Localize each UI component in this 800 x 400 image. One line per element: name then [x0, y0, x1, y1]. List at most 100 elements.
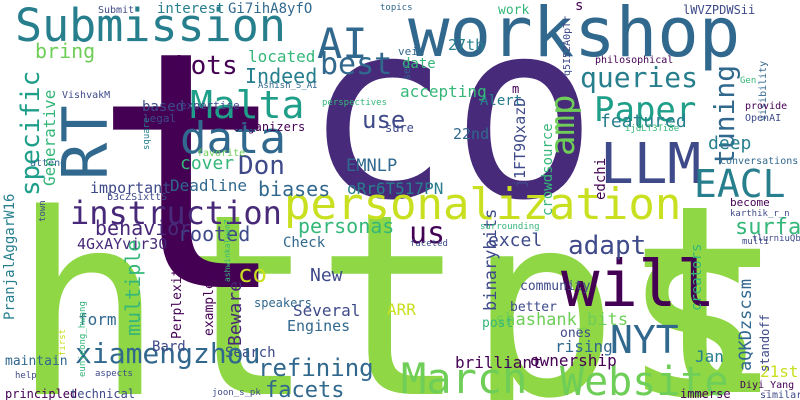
- word: provide: [745, 101, 787, 112]
- word: Several: [293, 301, 360, 320]
- word: featured: [600, 111, 687, 132]
- word: town: [38, 200, 48, 222]
- word: eunjeong_hwang: [78, 301, 88, 377]
- word: surrounding: [480, 222, 540, 232]
- word: located: [248, 47, 315, 66]
- word: expertise: [180, 99, 240, 112]
- word: co: [303, 0, 598, 254]
- word: technical: [70, 387, 135, 400]
- word: Alert: [480, 93, 522, 109]
- word: crowdsource: [540, 123, 556, 216]
- word: ones: [560, 326, 591, 341]
- word: personas: [298, 214, 394, 238]
- word: t: [628, 149, 786, 400]
- word: similar: [760, 390, 800, 400]
- word: help: [15, 371, 37, 381]
- word: biases: [258, 177, 330, 201]
- word: standoff: [758, 314, 772, 372]
- word: workshop: [408, 0, 740, 73]
- word: principled: [5, 387, 77, 400]
- word: 21st: [760, 362, 799, 381]
- word: interest: [157, 1, 224, 17]
- word: Search: [225, 345, 276, 361]
- word: Diyi_Yang: [740, 380, 794, 391]
- word: facets: [265, 378, 344, 400]
- word: s: [575, 0, 583, 14]
- word: Ashish_S_AI: [258, 81, 318, 91]
- word: shashank_bits: [495, 310, 628, 330]
- word: t: [92, 0, 291, 365]
- word: first: [58, 329, 68, 356]
- word: immerse: [680, 387, 731, 400]
- word: accepting: [400, 82, 487, 101]
- word: rising: [555, 337, 613, 356]
- word: important: [90, 179, 171, 197]
- word: Submission: [15, 0, 286, 52]
- word: Gen: [740, 76, 756, 86]
- word: legal: [143, 112, 176, 125]
- word: perspectives: [322, 98, 387, 108]
- word: b3cZSixttS: [107, 192, 167, 203]
- word: 22nd: [453, 125, 489, 143]
- word: VishvakM: [62, 90, 110, 101]
- word: Jan: [695, 347, 724, 366]
- word: PranjalAggarW16: [2, 194, 18, 320]
- word: cover: [180, 153, 234, 174]
- word: Malta: [190, 83, 304, 127]
- word: multiple: [121, 240, 145, 336]
- word: Paper: [594, 90, 696, 130]
- word: New: [310, 265, 343, 286]
- word: examples: [202, 273, 217, 336]
- word: surfa: [735, 215, 800, 240]
- word: philosophical: [595, 55, 673, 66]
- word: Website: [560, 359, 729, 400]
- word: EACL: [694, 162, 786, 206]
- word: faceted: [410, 239, 448, 249]
- word: ownership: [530, 351, 617, 370]
- word: visibility: [758, 61, 769, 121]
- word: xiamengzhou: [75, 337, 260, 370]
- word: deep: [708, 133, 751, 154]
- word: Deadline: [170, 176, 247, 195]
- word: karthik_r_n: [730, 209, 790, 219]
- word: amp: [543, 95, 583, 156]
- word: conversations: [720, 156, 798, 167]
- word: us: [409, 216, 445, 251]
- word: vein: [398, 45, 425, 58]
- word: become: [730, 196, 770, 209]
- word: form: [78, 310, 117, 329]
- word: speakers: [254, 296, 312, 310]
- word: set: [402, 62, 413, 80]
- word: queries: [580, 61, 698, 94]
- word: refining: [258, 354, 374, 382]
- word: Don: [238, 151, 285, 181]
- word: creators: [689, 244, 705, 311]
- word: Gi7ihA8yfO: [228, 1, 312, 17]
- word: tuning: [708, 65, 741, 166]
- word: co: [238, 260, 267, 288]
- word: favorite: [197, 148, 245, 159]
- word: https: [12, 161, 771, 400]
- word: NYT: [610, 318, 679, 362]
- word: Submit: [98, 5, 134, 16]
- word: behavior: [95, 216, 191, 240]
- word: data: [180, 113, 286, 164]
- word: instruction: [70, 194, 282, 232]
- word: rooted: [178, 222, 250, 246]
- word: lWVZPDWSii: [683, 3, 755, 17]
- word: aspects: [95, 369, 133, 379]
- word: March: [401, 354, 527, 400]
- word: joon_s_pk: [212, 388, 261, 398]
- word: m: [512, 82, 519, 96]
- word: aQKDzscsm: [736, 279, 756, 371]
- word: work: [498, 3, 529, 18]
- word: ARR: [387, 300, 416, 319]
- word: attend: [30, 158, 66, 169]
- word: q5I52A0pTr: [562, 16, 573, 76]
- word: LLM: [600, 132, 701, 197]
- word: excel: [488, 230, 542, 251]
- word: community: [520, 279, 591, 294]
- word: Lots: [175, 51, 238, 81]
